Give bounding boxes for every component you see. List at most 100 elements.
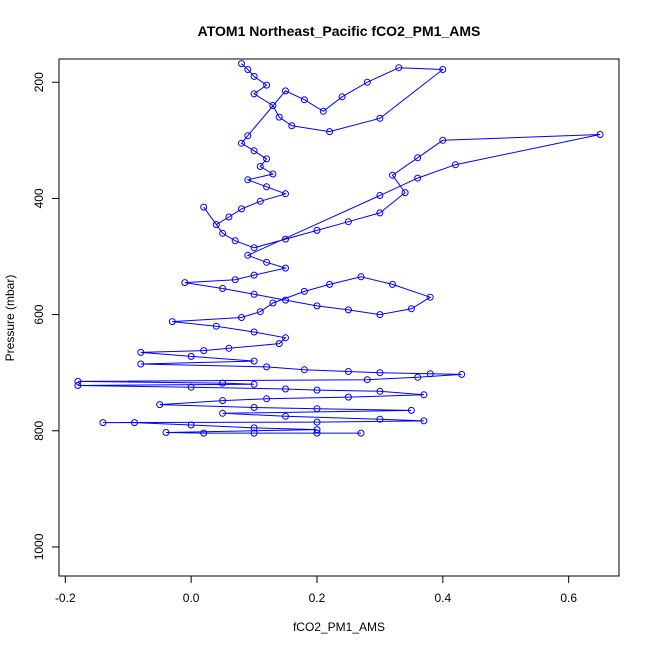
data-point	[401, 189, 409, 197]
data-point	[288, 122, 296, 130]
data-point	[451, 161, 459, 169]
data-point	[219, 379, 227, 387]
data-point	[344, 306, 352, 314]
data-point	[200, 429, 208, 437]
data-point	[420, 391, 428, 399]
data-point	[414, 174, 422, 182]
data-point	[238, 314, 245, 321]
data-point	[269, 299, 277, 307]
data-point	[212, 221, 220, 229]
data-point	[395, 64, 403, 72]
data-point	[212, 322, 220, 330]
data-point	[99, 419, 107, 427]
data-point	[187, 352, 195, 360]
data-point	[420, 417, 428, 425]
data-point	[244, 251, 252, 259]
x-tick-label: -0.2	[55, 591, 76, 605]
data-point	[244, 66, 252, 73]
data-point	[458, 370, 466, 378]
data-point	[250, 290, 258, 298]
data-point	[439, 66, 447, 73]
data-point	[282, 264, 289, 272]
data-point	[357, 273, 365, 281]
data-point	[250, 147, 258, 155]
data-point	[313, 302, 321, 310]
data-point	[231, 237, 239, 245]
data-point	[376, 209, 384, 217]
data-point	[250, 328, 258, 336]
data-point	[344, 368, 352, 375]
data-point	[313, 226, 321, 234]
y-tick-label: 600	[32, 304, 46, 324]
data-point	[74, 377, 82, 385]
series-layer	[74, 60, 604, 437]
data-point	[219, 285, 227, 292]
data-point	[414, 154, 422, 162]
data-point	[376, 369, 384, 377]
data-point	[219, 409, 227, 417]
data-point	[263, 258, 271, 266]
data-point	[244, 176, 252, 184]
data-point	[225, 213, 233, 221]
data-point	[137, 348, 145, 356]
data-point	[263, 363, 271, 371]
y-axis: 200 400 600 800 1000	[32, 72, 60, 560]
data-point	[300, 287, 308, 295]
data-point	[219, 397, 227, 405]
data-point	[338, 93, 346, 101]
data-point	[319, 107, 327, 115]
data-point	[326, 128, 334, 136]
y-tick-label: 400	[32, 188, 46, 208]
x-axis-label: fCO2_PM1_AMS	[293, 620, 385, 634]
data-point	[162, 429, 170, 436]
data-point	[363, 78, 371, 86]
data-point	[426, 293, 434, 301]
data-point	[74, 382, 82, 389]
data-point	[282, 235, 289, 243]
data-point	[250, 244, 258, 252]
data-point	[250, 424, 258, 432]
data-point	[300, 96, 308, 104]
data-point	[238, 205, 245, 213]
data-point	[426, 370, 434, 378]
data-point	[389, 280, 396, 288]
x-axis: -0.2 0.0 0.2 0.4 0.6	[55, 575, 577, 605]
data-point	[263, 155, 271, 163]
data-point	[250, 404, 258, 411]
data-point	[275, 113, 283, 121]
data-point	[282, 296, 289, 304]
data-series	[74, 60, 604, 437]
y-tick-label: 200	[32, 72, 46, 92]
data-point	[275, 340, 283, 348]
x-tick-label: 0.6	[560, 591, 577, 605]
data-point	[282, 334, 289, 342]
y-tick-label: 1000	[32, 533, 46, 560]
data-point	[256, 308, 264, 316]
data-point	[376, 114, 384, 122]
data-point	[200, 347, 208, 355]
data-point	[313, 426, 321, 434]
data-point	[250, 380, 258, 388]
data-point	[313, 429, 321, 437]
data-point	[238, 60, 245, 68]
data-point	[596, 131, 604, 138]
data-point	[263, 395, 271, 403]
data-point	[282, 87, 289, 95]
data-point	[256, 163, 264, 170]
x-tick-label: 0.2	[309, 591, 326, 605]
data-point	[269, 102, 277, 109]
data-point	[244, 132, 252, 140]
data-point	[313, 405, 321, 413]
data-point	[313, 418, 321, 426]
data-point	[376, 415, 384, 423]
data-point	[344, 393, 352, 401]
data-point	[168, 318, 176, 326]
data-point	[282, 412, 289, 420]
data-point	[250, 90, 258, 98]
data-point	[250, 72, 258, 80]
data-point	[137, 360, 145, 368]
data-point	[376, 311, 384, 319]
data-point	[256, 197, 264, 205]
